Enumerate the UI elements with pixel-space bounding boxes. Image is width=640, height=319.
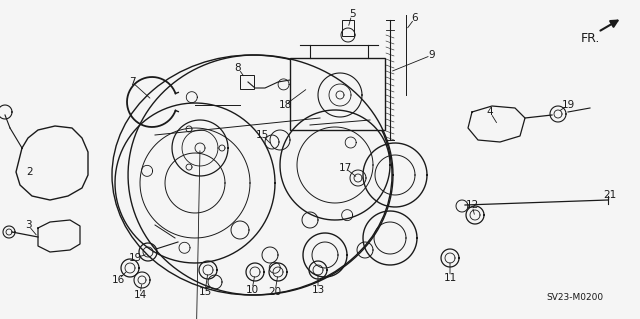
- Text: 10: 10: [245, 285, 259, 295]
- Bar: [290, 58, 385, 130]
- Text: 19: 19: [129, 253, 141, 263]
- Text: SV23-M0200: SV23-M0200: [547, 293, 604, 302]
- Text: 15: 15: [255, 130, 269, 140]
- Text: 2: 2: [27, 167, 33, 177]
- Text: 14: 14: [133, 290, 147, 300]
- Text: 19: 19: [561, 100, 575, 110]
- Text: 11: 11: [444, 273, 456, 283]
- Text: 5: 5: [349, 9, 355, 19]
- Text: 16: 16: [111, 275, 125, 285]
- Text: 9: 9: [429, 50, 435, 60]
- Text: 20: 20: [268, 287, 282, 297]
- Bar: [342, 20, 354, 36]
- Text: FR.: FR.: [580, 32, 600, 44]
- Text: 15: 15: [198, 287, 212, 297]
- Text: 21: 21: [604, 190, 616, 200]
- Text: 3: 3: [25, 220, 31, 230]
- Text: 7: 7: [129, 77, 135, 87]
- Text: 13: 13: [312, 285, 324, 295]
- Text: 6: 6: [412, 13, 419, 23]
- Text: 4: 4: [486, 107, 493, 117]
- Bar: [240, 75, 254, 89]
- Text: 17: 17: [339, 163, 351, 173]
- Text: 18: 18: [278, 100, 292, 110]
- Text: 12: 12: [465, 200, 479, 210]
- Text: 8: 8: [235, 63, 241, 73]
